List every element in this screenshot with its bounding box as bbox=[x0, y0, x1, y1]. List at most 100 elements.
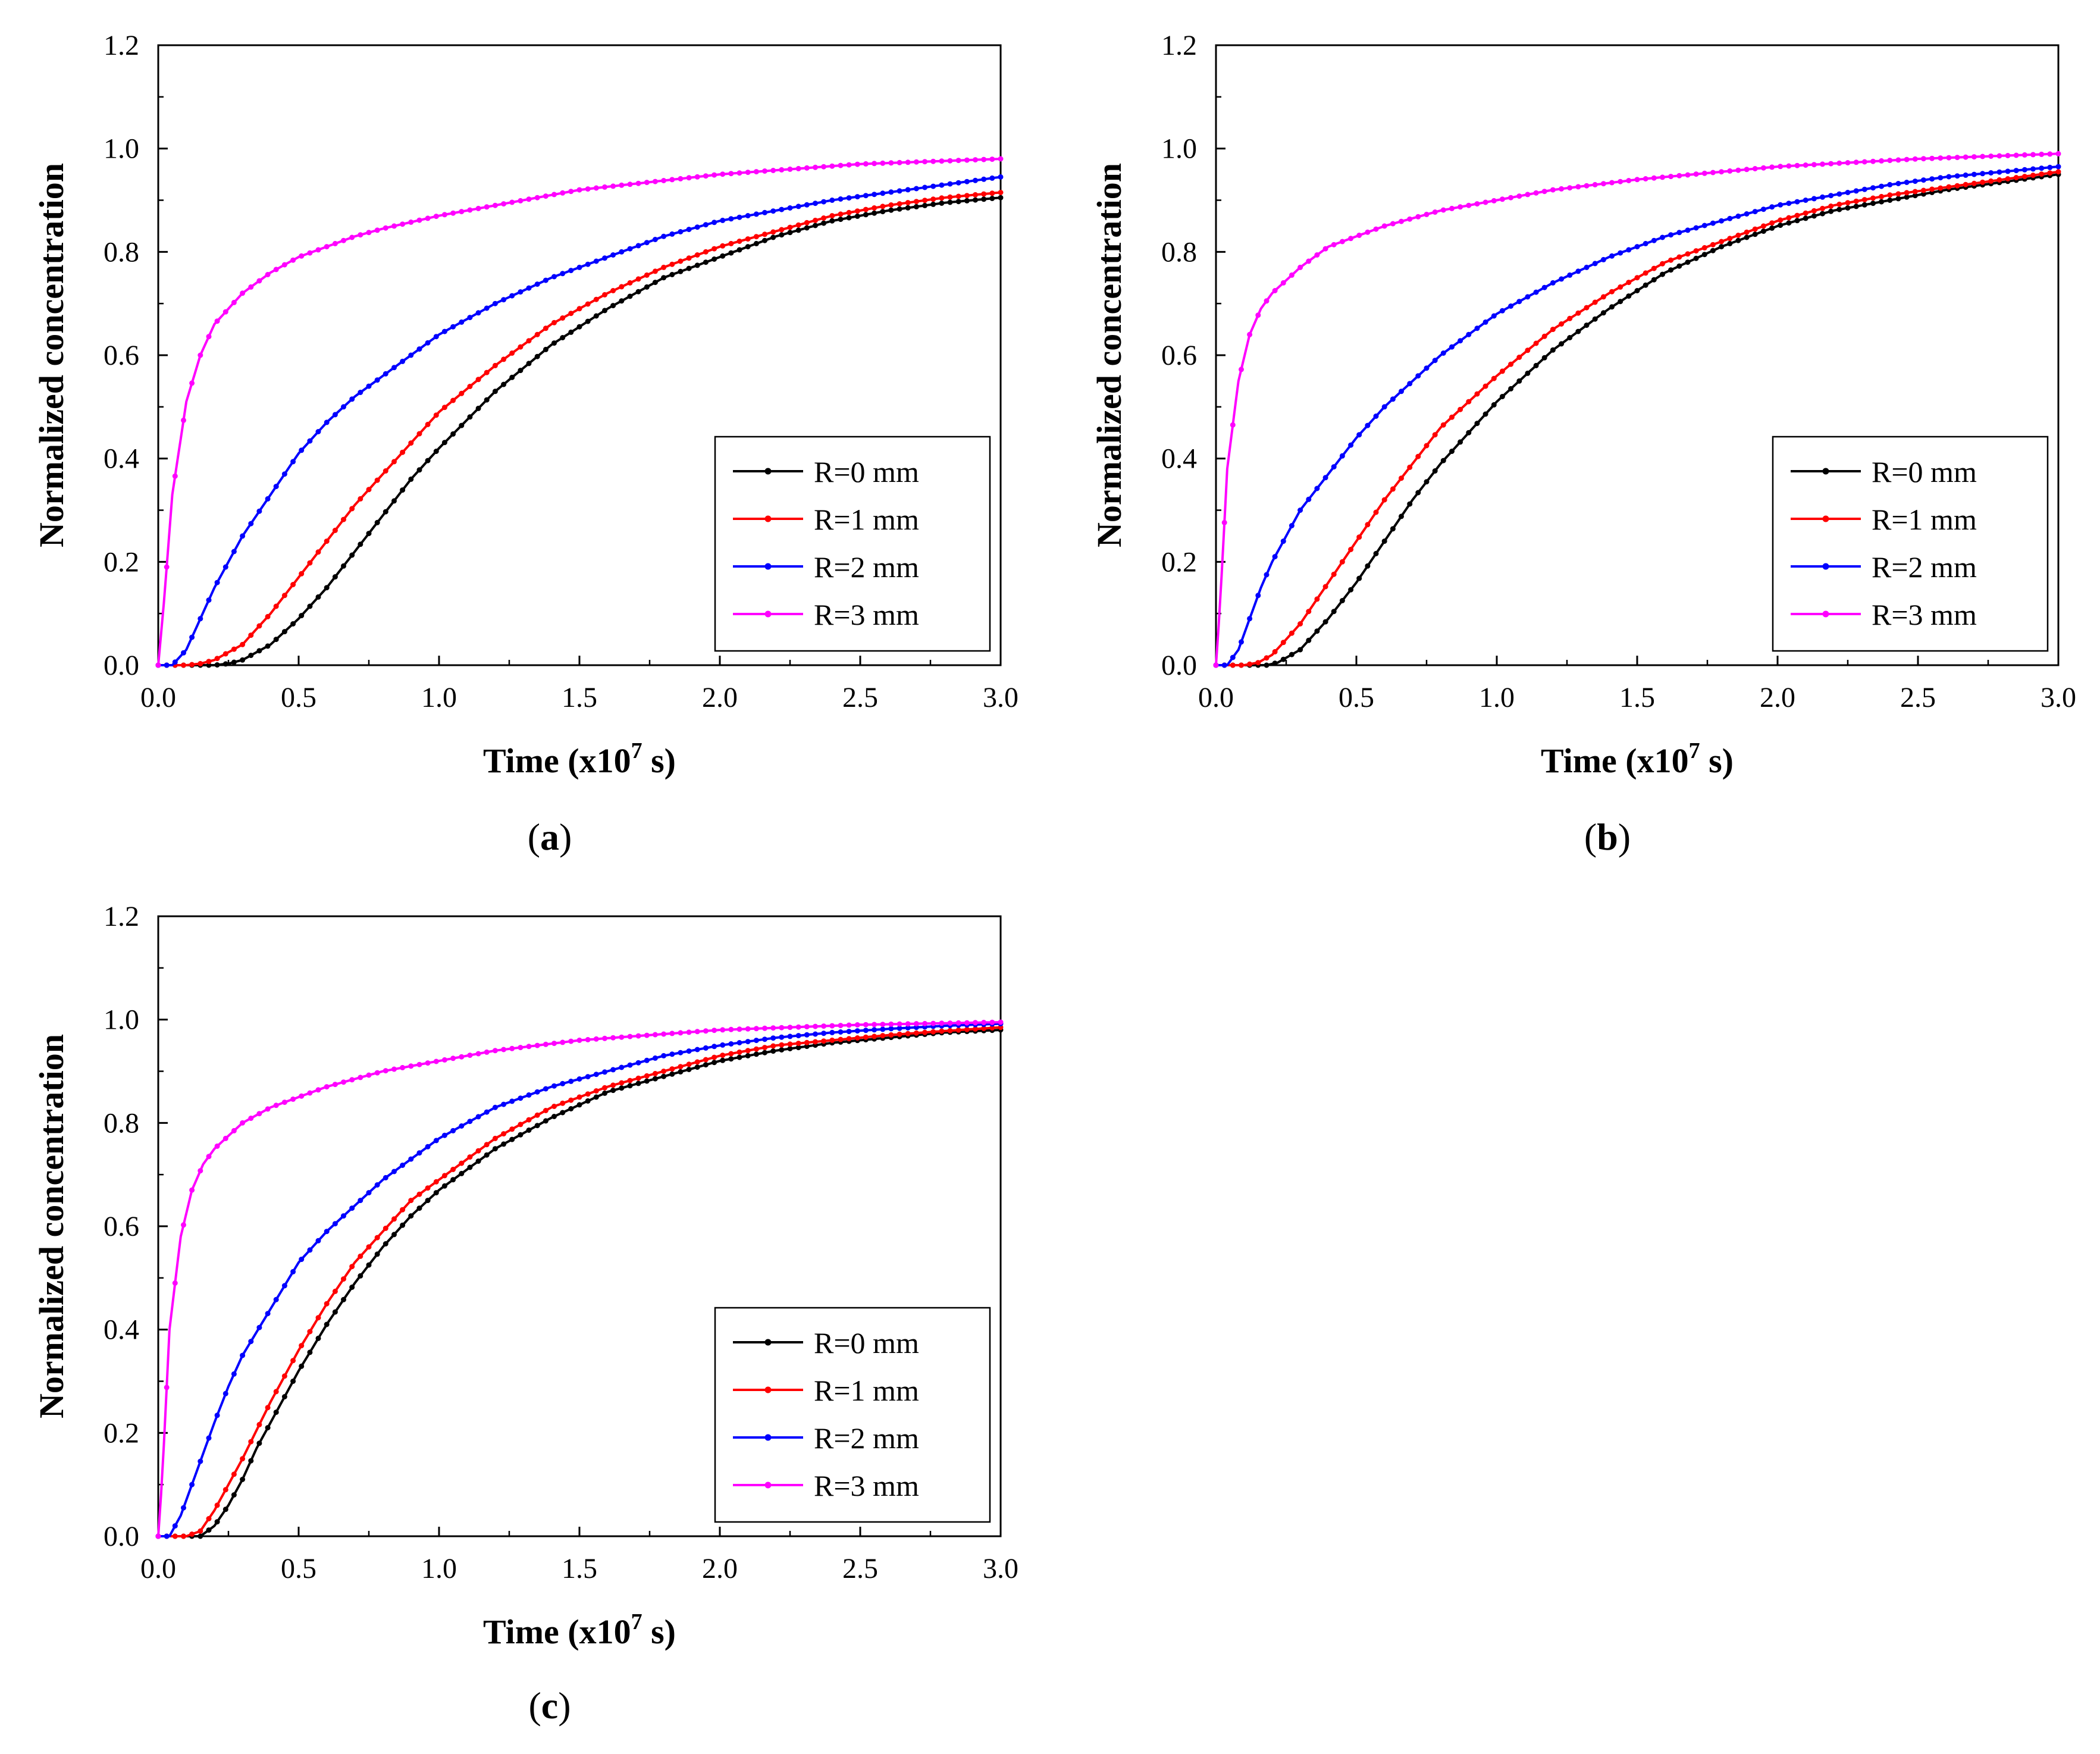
data-point bbox=[1929, 155, 1935, 161]
data-point bbox=[534, 195, 540, 201]
data-point bbox=[635, 1075, 641, 1081]
data-point bbox=[1727, 215, 1733, 221]
data-point bbox=[2021, 167, 2027, 173]
data-point bbox=[543, 193, 548, 199]
data-point bbox=[408, 219, 414, 225]
data-point bbox=[1676, 230, 1682, 236]
data-point bbox=[1651, 237, 1657, 243]
data-point bbox=[1887, 158, 1893, 164]
data-point bbox=[433, 1179, 439, 1185]
data-point bbox=[720, 1027, 726, 1033]
data-point bbox=[905, 1025, 911, 1031]
data-point bbox=[1390, 221, 1396, 227]
data-point bbox=[1887, 181, 1893, 187]
data-point bbox=[1634, 275, 1640, 281]
data-point bbox=[1264, 298, 1270, 304]
data-point bbox=[324, 1084, 330, 1090]
data-point bbox=[441, 1057, 447, 1063]
data-point bbox=[2039, 165, 2045, 171]
data-point bbox=[214, 580, 220, 585]
data-point bbox=[198, 616, 203, 622]
data-point bbox=[543, 1086, 548, 1092]
data-point bbox=[787, 205, 793, 211]
data-point bbox=[551, 1041, 557, 1047]
data-point bbox=[568, 1106, 574, 1111]
data-point bbox=[1356, 534, 1362, 540]
data-point bbox=[1525, 192, 1531, 198]
data-point bbox=[703, 249, 709, 255]
data-point bbox=[518, 344, 524, 350]
data-point bbox=[1541, 189, 1547, 195]
data-point bbox=[332, 1288, 338, 1294]
data-point bbox=[299, 613, 305, 619]
x-axis-title-unit: s) bbox=[1700, 741, 1734, 780]
data-point bbox=[989, 1019, 995, 1025]
data-point bbox=[358, 1273, 363, 1279]
chart-panel-c: 0.0 0.5 1.0 1.5 2.0 2.5 3.0 0.0 0.2 0.4 0.6 0.8 1.0 1… bbox=[32, 901, 1018, 1727]
data-point bbox=[728, 240, 734, 246]
data-point bbox=[1550, 187, 1556, 193]
data-point bbox=[1322, 475, 1328, 481]
caption-close-paren: ) bbox=[558, 1684, 571, 1727]
data-point bbox=[1971, 180, 1977, 186]
data-point bbox=[324, 538, 330, 544]
data-point bbox=[880, 190, 886, 196]
data-point bbox=[652, 268, 658, 274]
data-point bbox=[610, 252, 616, 258]
data-point bbox=[1373, 509, 1379, 515]
data-point bbox=[324, 1321, 330, 1327]
legend-swatch-marker bbox=[1822, 563, 1829, 570]
data-point bbox=[635, 1033, 641, 1039]
data-point bbox=[1879, 193, 1885, 199]
data-point bbox=[753, 1046, 759, 1052]
data-point bbox=[374, 1235, 380, 1241]
data-point bbox=[222, 309, 228, 315]
data-point bbox=[872, 1027, 877, 1033]
data-point bbox=[1567, 315, 1573, 321]
data-point bbox=[1272, 649, 1278, 654]
data-point bbox=[383, 1174, 388, 1180]
data-point bbox=[964, 1020, 970, 1026]
data-point bbox=[290, 1096, 296, 1102]
data-point bbox=[678, 229, 684, 234]
y-axis-title: Normalized concentration bbox=[1090, 163, 1129, 547]
data-point bbox=[450, 1055, 456, 1061]
data-point bbox=[467, 207, 473, 213]
data-point bbox=[1845, 190, 1851, 195]
data-point bbox=[374, 1070, 380, 1076]
data-point bbox=[1314, 596, 1320, 602]
data-point bbox=[1247, 616, 1253, 622]
data-point bbox=[947, 181, 953, 187]
data-point bbox=[408, 1156, 414, 1162]
y-tick-label: 0.4 bbox=[104, 443, 139, 475]
data-point bbox=[240, 1120, 246, 1126]
x-axis-title-main: Time (x10 bbox=[483, 1612, 631, 1651]
x-tick-label: 0.5 bbox=[281, 1553, 316, 1584]
data-point bbox=[610, 1082, 616, 1088]
data-point bbox=[1280, 656, 1286, 662]
data-point bbox=[955, 1027, 961, 1033]
data-point bbox=[1643, 240, 1648, 246]
data-point bbox=[1499, 308, 1505, 314]
data-point bbox=[1365, 522, 1371, 528]
data-point bbox=[290, 621, 296, 627]
data-point bbox=[1828, 161, 1834, 167]
data-point bbox=[551, 1083, 557, 1089]
data-point bbox=[560, 271, 566, 277]
data-point bbox=[248, 1439, 254, 1445]
y-tick-label: 1.2 bbox=[104, 30, 139, 61]
data-point bbox=[813, 201, 818, 206]
data-point bbox=[551, 1104, 557, 1109]
data-point bbox=[770, 208, 776, 214]
data-point bbox=[256, 648, 262, 654]
data-point bbox=[1559, 341, 1565, 347]
data-point bbox=[459, 1054, 465, 1060]
data-point bbox=[1920, 177, 1926, 183]
data-point bbox=[332, 240, 338, 246]
data-point bbox=[425, 340, 431, 346]
data-point bbox=[222, 1390, 228, 1396]
legend-label: R=0 mm bbox=[814, 1326, 919, 1360]
data-point bbox=[240, 533, 246, 539]
data-point bbox=[585, 318, 591, 324]
data-point bbox=[383, 371, 388, 377]
